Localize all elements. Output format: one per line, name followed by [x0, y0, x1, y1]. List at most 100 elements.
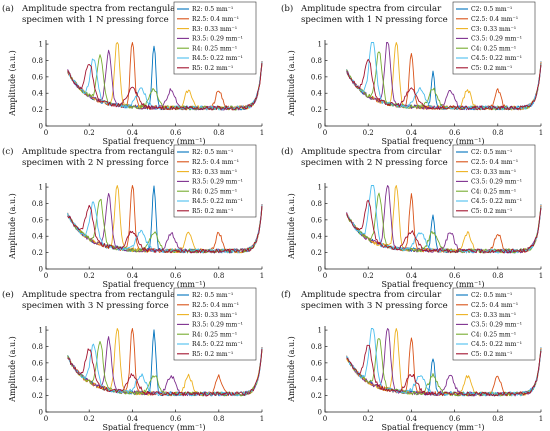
x-tick-label: 0.2 — [84, 415, 95, 423]
chart-title-line-1: Amplitude spectra from circular — [300, 4, 442, 14]
y-tick-label: 0.8 — [32, 343, 43, 351]
legend-entry: C4.5: 0.22 mm⁻¹ — [471, 341, 522, 348]
legend-entry: C4.5: 0.22 mm⁻¹ — [471, 55, 522, 62]
x-axis-label: Spatial frequency (mm⁻¹) — [102, 137, 205, 146]
y-tick-label: 0.6 — [311, 359, 323, 367]
chart-title-line-2: specimen with 1 N pressing force — [301, 15, 448, 25]
y-tick-label: 0.2 — [311, 392, 322, 400]
x-tick-label: 0 — [44, 415, 48, 423]
y-tick-label: 1 — [39, 40, 43, 48]
y-tick-label: 0 — [39, 122, 43, 130]
y-tick-label: 0.4 — [32, 376, 44, 384]
chart-title-line-2: specimen with 3 N pressing force — [22, 301, 169, 311]
x-tick-label: 1 — [539, 129, 543, 137]
y-tick-label: 0.2 — [32, 249, 43, 257]
chart-panel: (d) Amplitude spectra from circularspecim… — [281, 144, 543, 289]
legend-entry: R2.5: 0.4 mm⁻¹ — [192, 159, 239, 166]
y-axis-label: Amplitude (a.u.) — [287, 50, 296, 117]
y-tick-label: 0.4 — [311, 233, 323, 241]
panel-label: (f) — [281, 289, 291, 300]
x-tick-label: 0.8 — [492, 415, 503, 423]
y-tick-label: 0.4 — [311, 376, 323, 384]
x-tick-label: 0 — [44, 272, 48, 280]
legend-entry: R3: 0.33 mm⁻¹ — [192, 312, 237, 319]
legend-entry: R2.5: 0.4 mm⁻¹ — [192, 16, 239, 23]
x-tick-label: 0.6 — [170, 129, 182, 137]
legend-entry: C3: 0.33 mm⁻¹ — [471, 312, 516, 319]
x-axis-label: Spatial frequency (mm⁻¹) — [381, 423, 484, 431]
x-tick-label: 1 — [539, 272, 543, 280]
x-tick-label: 0.2 — [84, 129, 95, 137]
x-tick-label: 0.6 — [449, 415, 461, 423]
y-tick-label: 1 — [39, 326, 43, 334]
x-tick-label: 0.8 — [213, 272, 224, 280]
y-axis-label: Amplitude (a.u.) — [287, 336, 296, 403]
y-axis-label: Amplitude (a.u.) — [8, 193, 17, 260]
y-tick-label: 0.8 — [311, 200, 322, 208]
legend-entry: R4.5: 0.22 mm⁻¹ — [192, 341, 243, 348]
x-tick-label: 0.2 — [363, 272, 374, 280]
x-tick-label: 0 — [44, 129, 48, 137]
chart-title-line-2: specimen with 1 N pressing force — [22, 15, 169, 25]
x-tick-label: 0.8 — [213, 415, 224, 423]
legend-entry: R5: 0.2 mm⁻¹ — [192, 65, 233, 72]
y-tick-label: 0 — [39, 408, 43, 416]
y-tick-label: 0.2 — [32, 392, 43, 400]
series-line — [67, 62, 263, 111]
legend-entry: C5: 0.2 mm⁻¹ — [471, 351, 512, 358]
x-tick-label: 1 — [539, 415, 543, 423]
y-axis-label: Amplitude (a.u.) — [8, 336, 17, 403]
chart-panel: (a) Amplitude spectra from rectangularspe… — [2, 1, 264, 146]
y-tick-label: 0.6 — [32, 359, 44, 367]
legend-entry: C5: 0.2 mm⁻¹ — [471, 208, 512, 215]
legend-entry: R2: 0.5 mm⁻¹ — [192, 6, 233, 13]
legend-entry: C2.5: 0.4 mm⁻¹ — [471, 16, 518, 23]
x-tick-label: 0 — [323, 272, 327, 280]
x-tick-label: 0.2 — [363, 415, 374, 423]
series-line — [346, 199, 542, 254]
y-tick-label: 0.6 — [32, 73, 44, 81]
legend-entry: C2: 0.5 mm⁻¹ — [471, 149, 512, 156]
panel-label: (c) — [2, 146, 14, 157]
series-line — [346, 344, 542, 397]
x-tick-label: 0 — [323, 129, 327, 137]
legend-entry: R3.5: 0.29 mm⁻¹ — [192, 179, 243, 186]
chart-panel: (b) Amplitude spectra from circularspecim… — [281, 1, 543, 146]
y-tick-label: 1 — [39, 183, 43, 191]
x-tick-label: 0.6 — [449, 272, 461, 280]
x-tick-label: 0.8 — [492, 129, 503, 137]
legend-entry: R2.5: 0.4 mm⁻¹ — [192, 302, 239, 309]
x-tick-label: 0.2 — [363, 129, 374, 137]
y-tick-label: 0.8 — [311, 343, 322, 351]
panel-label: (d) — [281, 146, 293, 157]
x-axis-label: Spatial frequency (mm⁻¹) — [381, 280, 484, 289]
legend-entry: C4: 0.25 mm⁻¹ — [471, 188, 516, 195]
series-line — [346, 58, 542, 111]
y-axis-label: Amplitude (a.u.) — [287, 193, 296, 260]
legend-entry: C3.5: 0.29 mm⁻¹ — [471, 322, 522, 329]
y-tick-label: 0 — [318, 265, 322, 273]
legend-entry: C3.5: 0.29 mm⁻¹ — [471, 179, 522, 186]
legend-entry: C4.5: 0.22 mm⁻¹ — [471, 198, 522, 205]
chart-title-line-1: Amplitude spectra from circular — [300, 147, 442, 157]
x-tick-label: 1 — [260, 415, 264, 423]
y-tick-label: 0.8 — [311, 57, 322, 65]
legend-entry: R4: 0.25 mm⁻¹ — [192, 45, 237, 52]
legend-entry: C5: 0.2 mm⁻¹ — [471, 65, 512, 72]
x-tick-label: 0.6 — [170, 272, 182, 280]
chart-title-line-1: Amplitude spectra from rectangular — [21, 147, 180, 157]
legend-entry: C3.5: 0.29 mm⁻¹ — [471, 36, 522, 43]
y-tick-label: 0.6 — [311, 73, 323, 81]
series-line — [67, 348, 263, 397]
x-axis-label: Spatial frequency (mm⁻¹) — [102, 423, 205, 431]
panel-label: (b) — [281, 3, 293, 14]
legend-entry: R5: 0.2 mm⁻¹ — [192, 351, 233, 358]
x-tick-label: 0.4 — [406, 129, 418, 137]
y-tick-label: 0.2 — [32, 106, 43, 114]
chart-panel: (c) Amplitude spectra from rectangularspe… — [2, 144, 264, 289]
x-tick-label: 0.2 — [84, 272, 95, 280]
y-axis-label: Amplitude (a.u.) — [8, 50, 17, 117]
x-axis-label: Spatial frequency (mm⁻¹) — [381, 137, 484, 146]
chart-title-line-1: Amplitude spectra from rectangular — [21, 290, 180, 300]
